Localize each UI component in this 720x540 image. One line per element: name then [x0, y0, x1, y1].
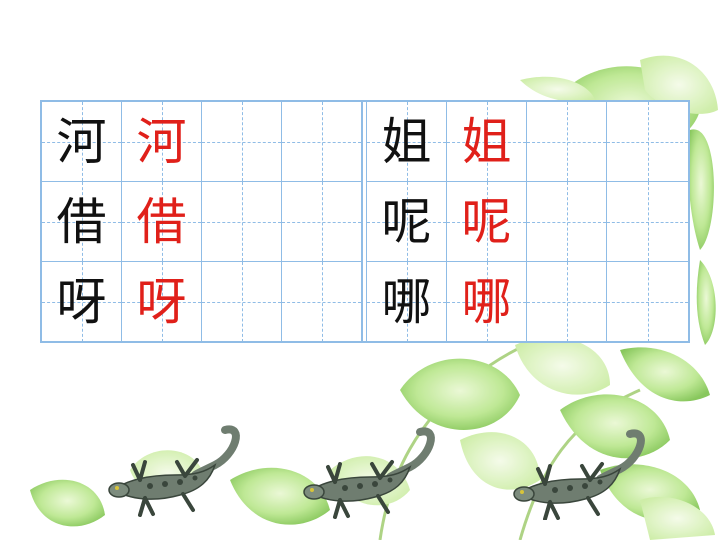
grid-cell: 呢: [367, 182, 447, 262]
lizard-icon: [109, 429, 236, 515]
model-character: 哪: [381, 273, 432, 331]
grid-cell: 姐: [447, 102, 527, 182]
grid-cell: 呀: [42, 262, 122, 342]
trace-character: 哪: [461, 273, 512, 331]
grid-cell: 呀: [122, 262, 202, 342]
grid-cell-empty: [607, 182, 688, 262]
grid-cell-empty: [607, 102, 688, 182]
grid-cell-empty: [282, 262, 362, 342]
grid-cell-empty: [527, 182, 607, 262]
grid-cell: 借: [42, 182, 122, 262]
lizard-icon: [514, 433, 641, 519]
grid-cell: 呢: [447, 182, 527, 262]
grid-cell-empty: [282, 182, 362, 262]
grid-cell: 借: [122, 182, 202, 262]
grid-cell: 哪: [367, 262, 447, 342]
trace-character: 姐: [461, 112, 512, 171]
grid-cell-empty: [527, 102, 607, 182]
grid-cell-empty: [202, 102, 282, 182]
grid-cell-empty: [282, 102, 362, 182]
grid-cell-empty: [607, 262, 688, 342]
lizard-icon: [304, 431, 431, 517]
writing-practice-grid: 河 河 姐 姐 借 借 呢 呢 呀 呀 哪 哪: [40, 100, 690, 343]
trace-character: 呢: [461, 192, 512, 251]
grid-cell-empty: [202, 182, 282, 262]
grid-cell-empty: [202, 262, 282, 342]
model-character: 河: [56, 112, 107, 171]
trace-character: 河: [136, 112, 187, 171]
model-character: 呀: [56, 273, 107, 331]
lizard-decorations: [0, 410, 720, 520]
grid-cell: 哪: [447, 262, 527, 342]
model-character: 呢: [381, 192, 432, 251]
trace-character: 借: [136, 192, 187, 251]
grid-cell: 姐: [367, 102, 447, 182]
grid-cell: 河: [42, 102, 122, 182]
trace-character: 呀: [136, 273, 187, 331]
model-character: 借: [56, 192, 107, 251]
grid-divider: [362, 102, 367, 341]
grid-cell-empty: [527, 262, 607, 342]
grid-cell: 河: [122, 102, 202, 182]
model-character: 姐: [381, 112, 432, 171]
